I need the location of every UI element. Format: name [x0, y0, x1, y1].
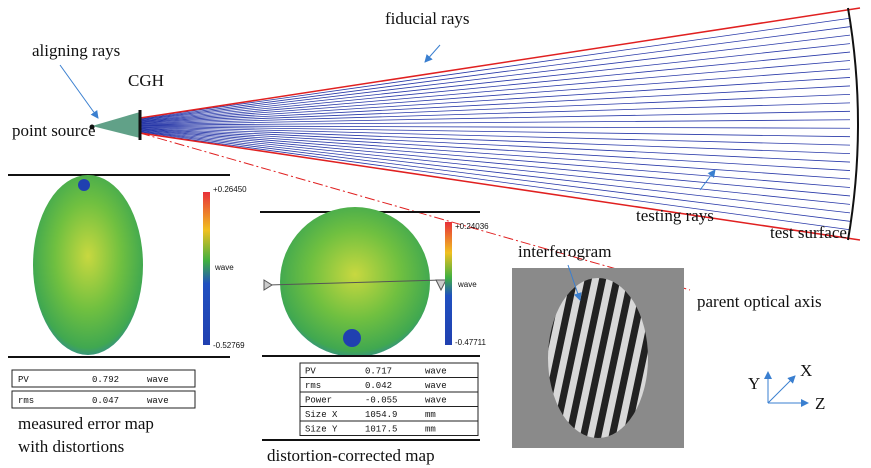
table-cell: -0.055 — [365, 396, 397, 406]
colorbar — [445, 222, 452, 345]
caption: distortion-corrected map — [267, 446, 435, 465]
testing-ray — [140, 77, 850, 122]
aligning-rays — [92, 112, 140, 138]
table-cell: 0.717 — [365, 367, 392, 377]
axis-label: Z — [815, 394, 825, 413]
colorbar-label: wave — [457, 280, 477, 289]
label: fiducial rays — [385, 9, 470, 28]
leader — [700, 170, 715, 190]
table-cell: rms — [18, 396, 34, 406]
colorbar-label: +0.26450 — [213, 185, 247, 194]
table-cell: wave — [147, 375, 169, 385]
caption: with distortions — [18, 437, 124, 456]
testing-ray — [140, 52, 850, 121]
axis-arrow — [768, 376, 795, 403]
label: CGH — [128, 71, 164, 90]
testing-ray — [140, 127, 850, 145]
colorbar-label: wave — [214, 263, 234, 272]
table-cell: Power — [305, 396, 332, 406]
error-map — [33, 175, 143, 355]
axis-label: X — [800, 361, 812, 380]
colorbar-label: -0.47711 — [455, 338, 487, 347]
leader — [425, 45, 440, 62]
table-cell: PV — [18, 375, 29, 385]
label: parent optical axis — [697, 292, 822, 311]
spot — [343, 329, 361, 347]
label: interferogram — [518, 242, 611, 261]
label: test surface — [770, 223, 847, 242]
testing-ray — [140, 132, 850, 213]
table-cell: 0.792 — [92, 375, 119, 385]
testing-ray — [140, 128, 850, 162]
rays — [140, 18, 850, 230]
testing-ray — [140, 86, 850, 123]
leader — [60, 65, 98, 118]
table-cell: wave — [147, 396, 169, 406]
testing-ray — [140, 61, 850, 122]
spot — [78, 179, 90, 191]
table-cell: PV — [305, 367, 316, 377]
testing-ray — [140, 129, 850, 179]
fringes — [548, 278, 648, 438]
caption: measured error map — [18, 414, 154, 433]
test-surface — [848, 8, 858, 240]
table-cell: wave — [425, 381, 447, 391]
table-cell: Size X — [305, 410, 338, 420]
table-cell: 1017.5 — [365, 425, 397, 435]
table-cell: mm — [425, 425, 436, 435]
table-cell: 1054.9 — [365, 410, 397, 420]
table-cell: wave — [425, 367, 447, 377]
colorbar-label: +0.24036 — [455, 222, 489, 231]
marker — [264, 280, 272, 290]
fiducial-ray — [140, 8, 860, 118]
testing-ray — [140, 133, 850, 230]
table-cell: 0.042 — [365, 381, 392, 391]
table-cell: wave — [425, 396, 447, 406]
figure: fiducial rays aligning rays CGH point so… — [0, 0, 871, 468]
table-cell: mm — [425, 410, 436, 420]
testing-ray — [140, 132, 850, 221]
label: point source — [12, 121, 96, 140]
marker — [436, 280, 446, 290]
table-cell: Size Y — [305, 425, 338, 435]
testing-ray — [140, 18, 850, 118]
label: testing rays — [636, 206, 714, 225]
table-cell: 0.047 — [92, 396, 119, 406]
table-cell: rms — [305, 381, 321, 391]
label: aligning rays — [32, 41, 120, 60]
colorbar-label: -0.52769 — [213, 341, 245, 350]
testing-ray — [140, 130, 850, 188]
colorbar — [203, 192, 210, 345]
testing-ray — [140, 27, 850, 119]
axis-label: Y — [748, 374, 760, 393]
